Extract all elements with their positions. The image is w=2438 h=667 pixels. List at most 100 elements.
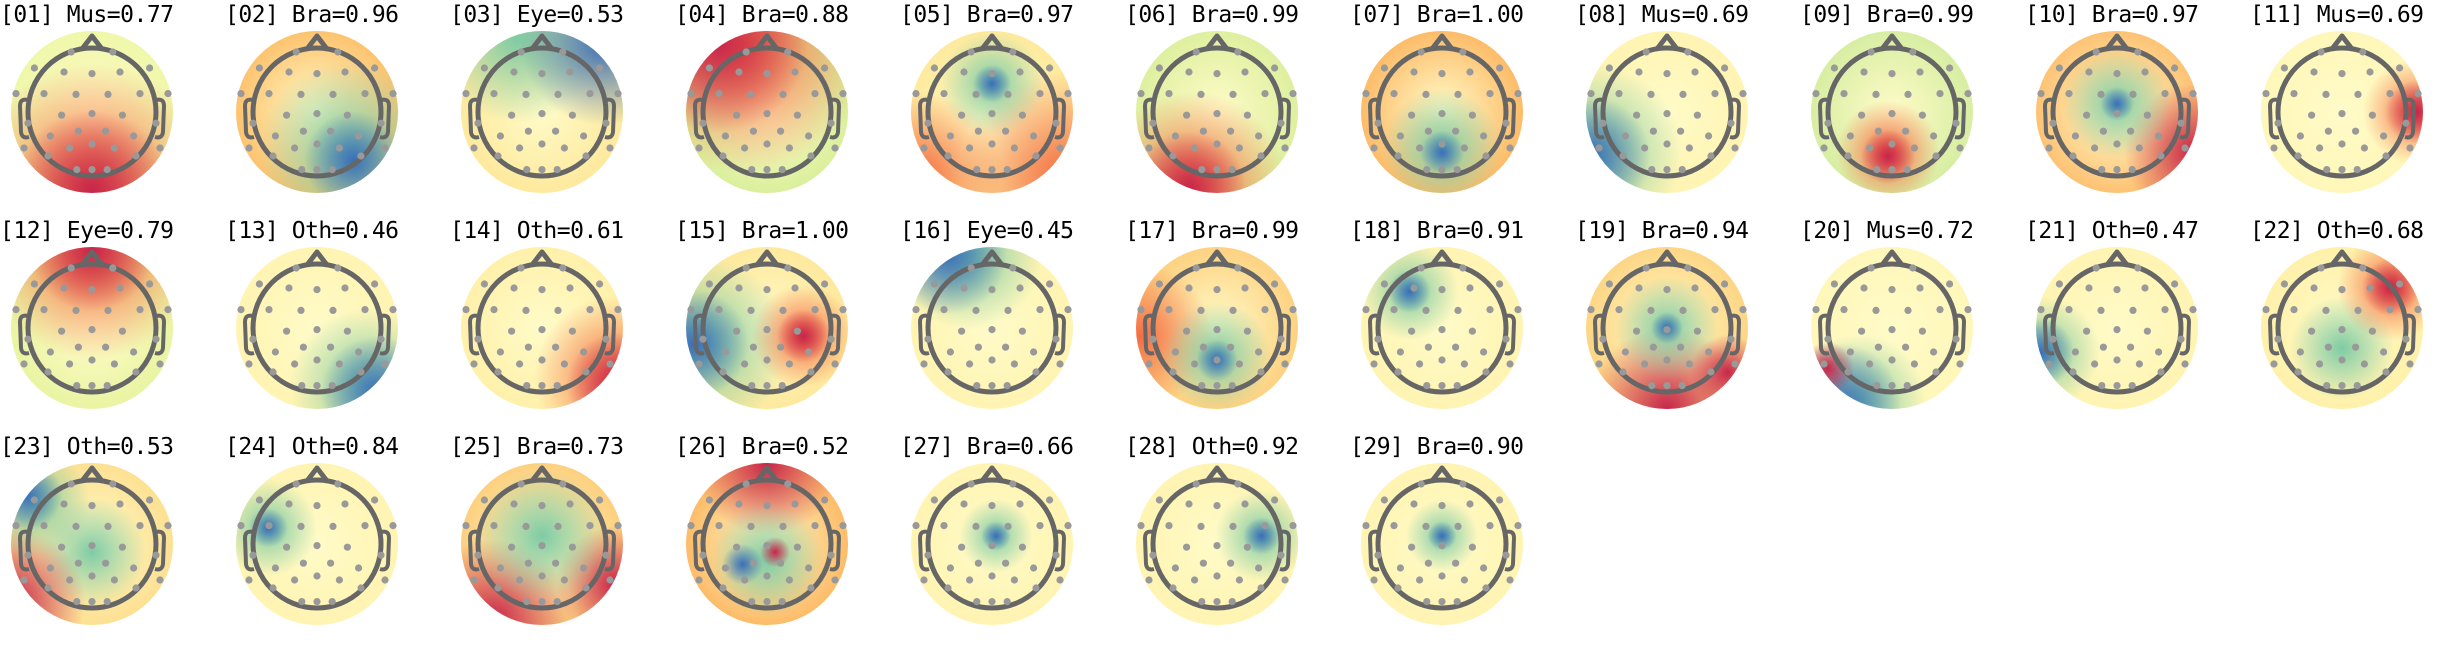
electrode-marker [1514, 522, 1522, 530]
electrode-marker [2354, 90, 2362, 98]
electrode-marker [297, 522, 305, 530]
electrode-marker [2113, 166, 2121, 174]
electrode-marker [1052, 551, 1060, 559]
electrode-marker [1858, 111, 1866, 119]
electrode-marker [1169, 584, 1177, 592]
electrode-marker [2294, 152, 2302, 160]
electrode-marker [285, 500, 293, 508]
electrode-marker [1199, 343, 1207, 351]
electrode-marker [1727, 119, 1735, 127]
electrode-marker [912, 522, 920, 530]
electrode-marker [255, 496, 263, 504]
electrode-marker [2099, 127, 2107, 135]
electrode-marker [343, 543, 351, 551]
electrode-marker [715, 522, 723, 530]
electrode-marker [1002, 343, 1010, 351]
electrode-marker [361, 306, 369, 314]
electrode-marker [1820, 360, 1828, 368]
component-label: [03] Eye=0.53 [450, 2, 624, 28]
topomap-component: [05] Bra=0.97 [900, 0, 1125, 216]
electrode-marker [1888, 70, 1896, 78]
electrode-marker [2161, 90, 2169, 98]
electrode-marker [328, 382, 336, 390]
electrode-marker [1277, 335, 1285, 343]
electrode-marker [2085, 284, 2093, 292]
electrode-marker [1438, 70, 1446, 78]
electrode-marker [538, 502, 546, 510]
electrode-marker [1707, 152, 1715, 160]
electrode-marker [1480, 564, 1488, 572]
electrode-marker [357, 152, 365, 160]
electrode-marker [58, 543, 66, 551]
electrode-marker [1727, 335, 1735, 343]
electrode-marker [88, 166, 96, 174]
electrode-marker [164, 522, 172, 530]
electrode-marker [839, 90, 847, 98]
electrode-marker [1009, 48, 1017, 56]
electrode-marker [313, 572, 321, 580]
electrode-marker [58, 111, 66, 119]
component-label: [09] Bra=0.99 [1800, 2, 1974, 28]
electrode-marker [2274, 119, 2282, 127]
electrode-marker [329, 522, 337, 530]
component-label: [10] Bra=0.97 [2025, 2, 2199, 28]
electrode-marker [103, 598, 111, 606]
electrode-marker [1380, 280, 1388, 288]
electrode-marker [912, 90, 920, 98]
electrode-marker [110, 360, 118, 368]
component-label: [23] Oth=0.53 [0, 434, 174, 460]
electrode-marker [1867, 48, 1875, 56]
electrode-marker [566, 284, 574, 292]
electrode-marker [109, 480, 117, 488]
electrode-marker [1370, 360, 1378, 368]
electrode-marker [343, 327, 351, 335]
electrode-marker [2323, 166, 2331, 174]
electrode-marker [974, 343, 982, 351]
electrode-marker [2177, 335, 2185, 343]
electrode-marker [972, 90, 980, 98]
electrode-marker [582, 152, 590, 160]
electrode-marker [1197, 90, 1205, 98]
electrode-marker [920, 144, 928, 152]
electrode-marker [291, 144, 299, 152]
electrode-marker [1496, 280, 1504, 288]
electrode-marker [1390, 522, 1398, 530]
electrode-marker [2045, 360, 2053, 368]
electrode-marker [2414, 306, 2422, 314]
electrode-marker [1255, 564, 1263, 572]
electrode-marker [355, 348, 363, 356]
electrode-marker [1064, 90, 1072, 98]
electrode-marker [156, 360, 164, 368]
electrode-marker [44, 584, 52, 592]
electrode-marker [1678, 382, 1686, 390]
electrode-marker [2353, 382, 2361, 390]
electrode-marker [1374, 119, 1382, 127]
electrode-marker [355, 132, 363, 140]
electrode-marker [1677, 343, 1685, 351]
electrode-marker [924, 119, 932, 127]
electrode-marker [462, 522, 470, 530]
electrode-marker [1052, 335, 1060, 343]
electrode-marker [389, 90, 397, 98]
electrode-marker [1599, 335, 1607, 343]
electrode-marker [2055, 280, 2063, 288]
electrode-marker [538, 382, 546, 390]
electrode-marker [60, 68, 68, 76]
head-outline [2262, 249, 2422, 395]
electrode-marker [552, 343, 560, 351]
electrode-marker [1018, 543, 1026, 551]
electrode-marker [265, 522, 273, 530]
electrode-marker [785, 144, 793, 152]
component-label: [25] Bra=0.73 [450, 434, 624, 460]
electrode-marker [1165, 522, 1173, 530]
electrode-marker [807, 152, 815, 160]
electrode-marker [2097, 90, 2105, 98]
electrode-marker [1191, 360, 1199, 368]
electrode-marker [1648, 166, 1656, 174]
electrode-marker [313, 356, 321, 364]
electrode-marker [1234, 480, 1242, 488]
electrode-marker [839, 306, 847, 314]
electrode-marker [1145, 360, 1153, 368]
electrode-marker [705, 280, 713, 288]
electrode-marker [2113, 110, 2121, 118]
